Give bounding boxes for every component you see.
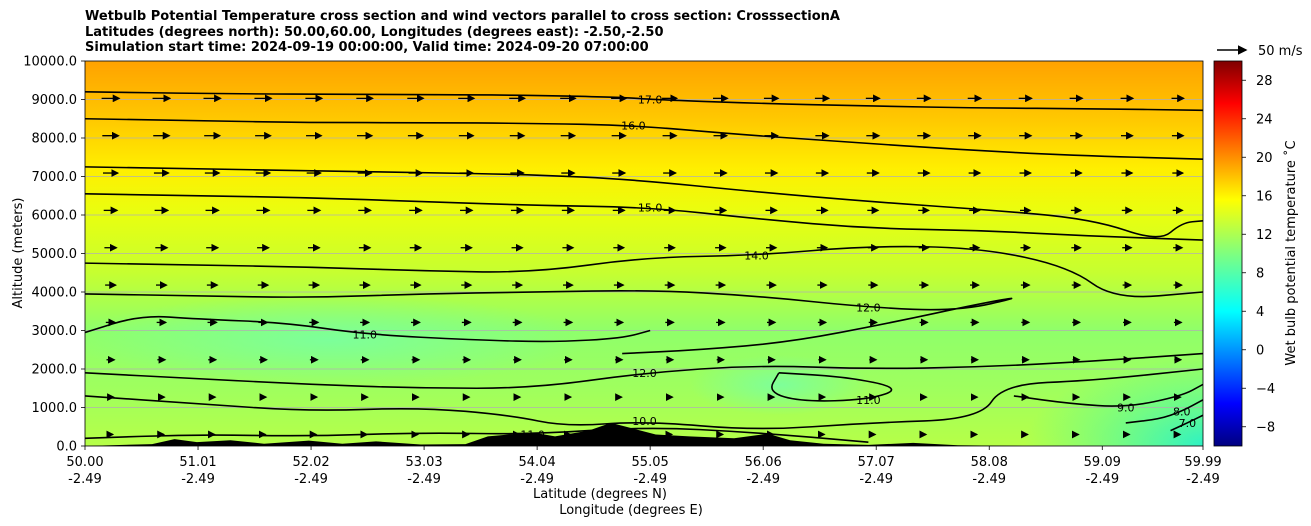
x-tick-label-lat: 55.05 <box>632 455 669 470</box>
contour-label: 9.0 <box>1117 402 1135 415</box>
x-tick-label-lon: -2.49 <box>407 472 441 487</box>
contour-label: 15.0 <box>638 201 663 214</box>
colorbar-tick-label: 12 <box>1256 228 1273 243</box>
contour-line <box>85 352 1203 390</box>
colorbar-tick-label: −8 <box>1256 420 1275 435</box>
y-tick-label: 3000.0 <box>32 324 78 339</box>
x-tick-label-lon: -2.49 <box>181 472 215 487</box>
contour-label: 14.0 <box>744 249 769 262</box>
contour-line <box>85 368 1203 430</box>
y-tick-label: 2000.0 <box>32 363 78 378</box>
y-tick-label: 0.0 <box>56 440 77 455</box>
x-tick-label-lat: 59.09 <box>1084 455 1121 470</box>
x-tick-label-lat: 54.04 <box>519 455 556 470</box>
colorbar-tick-label: 24 <box>1256 112 1273 127</box>
contour-line <box>85 245 1203 298</box>
contour-line <box>85 289 1013 355</box>
contour-label: 11.0 <box>856 394 881 407</box>
y-tick-label: 4000.0 <box>32 286 78 301</box>
colorbar-gradient <box>1214 61 1242 446</box>
contour-label: 11.0 <box>353 328 378 341</box>
y-tick-label: 7000.0 <box>32 170 78 185</box>
contour-line <box>85 427 869 443</box>
y-tick-label: 9000.0 <box>32 93 78 108</box>
chart-title-line-2: Latitudes (degrees north): 50.00,60.00, … <box>85 24 664 40</box>
contour-line <box>85 315 651 343</box>
contour-label: 7.0 <box>1179 417 1197 430</box>
terrain-fill <box>85 422 1203 446</box>
x-tick-label-lat: 52.02 <box>292 455 329 470</box>
colorbar-tick-label: 16 <box>1256 189 1273 204</box>
contour-line <box>771 372 893 402</box>
x-tick-label-lon: -2.49 <box>68 472 102 487</box>
x-tick-label-lat: 50.00 <box>66 455 103 470</box>
contour-label: 10.0 <box>632 415 657 428</box>
chart-title: Wetbulb Potential Temperature cross sect… <box>85 9 840 56</box>
x-axis: 50.00 -2.49 51.01 -2.49 52.02 -2.49 53.03 -2.49… <box>66 446 1222 487</box>
x-tick-label-lon: -2.49 <box>1186 472 1220 487</box>
contour-line <box>1125 399 1203 424</box>
contour-line <box>85 117 1203 160</box>
x-tick-label-lon: -2.49 <box>633 472 667 487</box>
contour-line <box>85 193 1203 241</box>
y-axis-label: Altitude (meters) <box>11 198 26 309</box>
x-tick-label-lon: -2.49 <box>972 472 1006 487</box>
contour-line <box>1013 383 1203 407</box>
contour-label: 17.0 <box>638 94 663 107</box>
quiver-key-label: 50 m/s <box>1258 44 1303 59</box>
contour-line <box>85 91 1203 112</box>
y-tick-label: 1000.0 <box>32 401 78 416</box>
colorbar-tick-label: 8 <box>1256 266 1264 281</box>
contour-label: 8.0 <box>1173 405 1191 418</box>
chart-title-line-3: Simulation start time: 2024-09-19 00:00:… <box>85 40 649 55</box>
quiver-key: 50 m/s <box>1217 44 1303 59</box>
x-tick-label-lon: -2.49 <box>520 472 554 487</box>
x-tick-label-lon: -2.49 <box>746 472 780 487</box>
x-tick-label-lat: 56.06 <box>745 455 782 470</box>
colorbar-label: Wet bulb potential temperature ˚C <box>1283 140 1299 365</box>
x-tick-label-lon: -2.49 <box>859 472 893 487</box>
y-tick-label: 10000.0 <box>23 55 77 70</box>
colorbar-tick-label: 20 <box>1256 151 1273 166</box>
contour-label: 12.0 <box>856 301 881 314</box>
y-tick-label: 8000.0 <box>32 132 78 147</box>
x-tick-label-lat: 58.08 <box>971 455 1008 470</box>
y-axis: 0.0 1000.0 2000.0 3000.0 4000.0 5000.0 6000.0 7… <box>23 55 85 455</box>
colorbar-tick-label: 4 <box>1256 305 1264 320</box>
x-tick-label-lon: -2.49 <box>1085 472 1119 487</box>
y-tick-label: 6000.0 <box>32 209 78 224</box>
colorbar-tick-label: 0 <box>1256 343 1264 358</box>
x-tick-label-lon: -2.49 <box>294 472 328 487</box>
contour-line <box>85 166 1203 238</box>
colorbar-ticks: −8 −4 0 4 8 12 16 20 24 28 <box>1242 74 1275 435</box>
contour-label: 16.0 <box>621 119 646 132</box>
contour-lines: 17.0 16.0 15.0 14.0 12.0 11.0 12.0 11.0 10.0 9.0 8… <box>85 91 1203 443</box>
colorbar-tick-label: 28 <box>1256 74 1273 89</box>
contour-label: 12.0 <box>632 367 657 380</box>
contour-line <box>1170 414 1203 432</box>
y-tick-label: 5000.0 <box>32 247 78 262</box>
x-tick-label-lat: 59.99 <box>1184 455 1221 470</box>
chart-title-line-1: Wetbulb Potential Temperature cross sect… <box>85 9 840 24</box>
terrain-silhouette <box>85 422 1203 446</box>
x-tick-label-lat: 53.03 <box>405 455 442 470</box>
x-axis-label-latitude: Latitude (degrees N) <box>533 487 667 502</box>
x-tick-label-lat: 51.01 <box>179 455 216 470</box>
x-tick-label-lat: 57.07 <box>858 455 895 470</box>
colorbar: −8 −4 0 4 8 12 16 20 24 28 Wet bulb potential tem… <box>1213 60 1299 447</box>
colorbar-tick-label: −4 <box>1256 382 1275 397</box>
x-axis-label-longitude: Longitude (degrees E) <box>559 503 703 518</box>
